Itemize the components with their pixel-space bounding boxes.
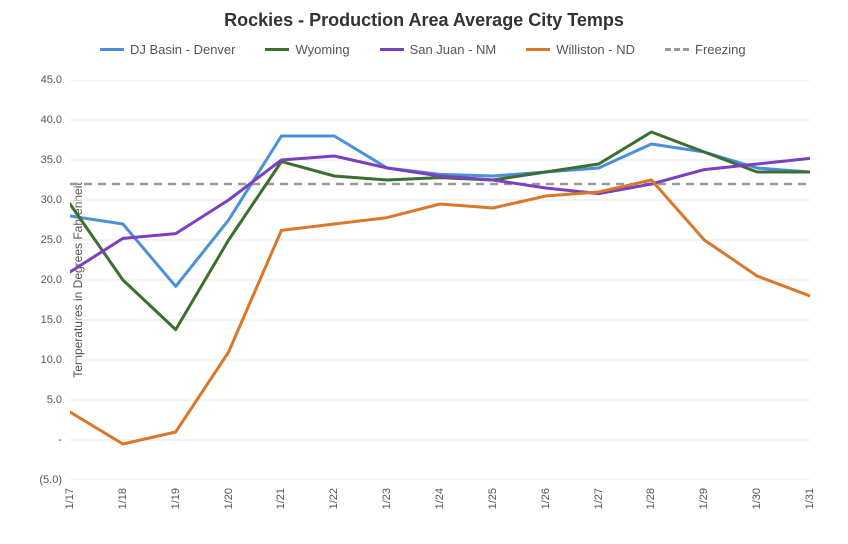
- y-tick-label: 40.0: [41, 114, 62, 126]
- legend-swatch-san-juan: [380, 48, 404, 51]
- y-tick-label: -: [58, 434, 62, 446]
- legend-item-wyoming: Wyoming: [265, 42, 349, 57]
- x-tick-label: 1/22: [328, 488, 340, 509]
- legend: DJ Basin - Denver Wyoming San Juan - NM …: [100, 42, 808, 57]
- legend-swatch-freezing: [665, 48, 689, 51]
- legend-item-williston: Williston - ND: [526, 42, 635, 57]
- legend-swatch-williston: [526, 48, 550, 51]
- series-williston: [70, 180, 810, 444]
- plot-svg: [70, 80, 810, 480]
- y-tick-label: 10.0: [41, 354, 62, 366]
- x-tick-label: 1/25: [487, 488, 499, 509]
- x-tick-label: 1/31: [804, 488, 816, 509]
- series-dj-basin: [70, 136, 810, 286]
- y-tick-label: 25.0: [41, 234, 62, 246]
- x-tick-label: 1/23: [381, 488, 393, 509]
- x-tick-label: 1/28: [645, 488, 657, 509]
- x-tick-label: 1/17: [64, 488, 76, 509]
- chart-container: Rockies - Production Area Average City T…: [0, 0, 848, 544]
- x-tick-label: 1/19: [170, 488, 182, 509]
- legend-label: San Juan - NM: [410, 42, 497, 57]
- legend-label: DJ Basin - Denver: [130, 42, 235, 57]
- y-tick-label: 45.0: [41, 74, 62, 86]
- x-tick-label: 1/27: [593, 488, 605, 509]
- legend-swatch-wyoming: [265, 48, 289, 51]
- y-tick-label: 20.0: [41, 274, 62, 286]
- x-tick-label: 1/30: [751, 488, 763, 509]
- y-tick-label: 35.0: [41, 154, 62, 166]
- x-tick-label: 1/24: [434, 488, 446, 509]
- x-tick-label: 1/18: [117, 488, 129, 509]
- x-tick-label: 1/20: [223, 488, 235, 509]
- legend-label: Freezing: [695, 42, 746, 57]
- y-tick-label: 30.0: [41, 194, 62, 206]
- y-tick-label: 15.0: [41, 314, 62, 326]
- x-tick-label: 1/26: [540, 488, 552, 509]
- legend-label: Williston - ND: [556, 42, 635, 57]
- legend-item-dj-basin: DJ Basin - Denver: [100, 42, 235, 57]
- y-tick-label: (5.0): [39, 474, 62, 486]
- legend-item-san-juan: San Juan - NM: [380, 42, 497, 57]
- x-tick-label: 1/21: [275, 488, 287, 509]
- plot-area: Temperatures in Degrees Fahrenheit (5.0)…: [70, 80, 810, 480]
- y-tick-label: 5.0: [47, 394, 62, 406]
- legend-label: Wyoming: [295, 42, 349, 57]
- legend-item-freezing: Freezing: [665, 42, 746, 57]
- chart-title: Rockies - Production Area Average City T…: [0, 10, 848, 31]
- x-tick-label: 1/29: [698, 488, 710, 509]
- legend-swatch-dj-basin: [100, 48, 124, 51]
